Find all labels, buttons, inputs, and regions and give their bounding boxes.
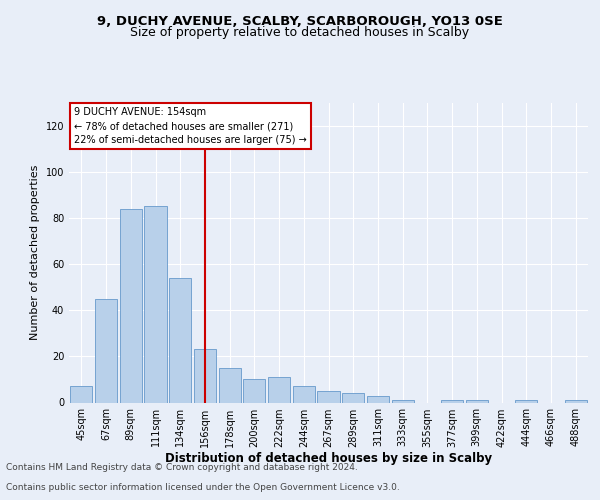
Bar: [268, 377, 290, 402]
Text: Contains public sector information licensed under the Open Government Licence v3: Contains public sector information licen…: [6, 484, 400, 492]
Bar: [169, 278, 191, 402]
Bar: [565, 400, 587, 402]
Y-axis label: Number of detached properties: Number of detached properties: [30, 165, 40, 340]
Bar: [342, 394, 364, 402]
Bar: [392, 400, 414, 402]
X-axis label: Distribution of detached houses by size in Scalby: Distribution of detached houses by size …: [165, 452, 492, 466]
Bar: [317, 391, 340, 402]
Text: 9, DUCHY AVENUE, SCALBY, SCARBOROUGH, YO13 0SE: 9, DUCHY AVENUE, SCALBY, SCARBOROUGH, YO…: [97, 15, 503, 28]
Text: Contains HM Land Registry data © Crown copyright and database right 2024.: Contains HM Land Registry data © Crown c…: [6, 464, 358, 472]
Bar: [145, 206, 167, 402]
Bar: [95, 298, 117, 403]
Bar: [441, 400, 463, 402]
Bar: [243, 380, 265, 402]
Text: 9 DUCHY AVENUE: 154sqm
← 78% of detached houses are smaller (271)
22% of semi-de: 9 DUCHY AVENUE: 154sqm ← 78% of detached…: [74, 107, 307, 145]
Bar: [367, 396, 389, 402]
Bar: [70, 386, 92, 402]
Text: Size of property relative to detached houses in Scalby: Size of property relative to detached ho…: [130, 26, 470, 39]
Bar: [466, 400, 488, 402]
Bar: [194, 350, 216, 403]
Bar: [218, 368, 241, 402]
Bar: [293, 386, 315, 402]
Bar: [515, 400, 538, 402]
Bar: [119, 208, 142, 402]
